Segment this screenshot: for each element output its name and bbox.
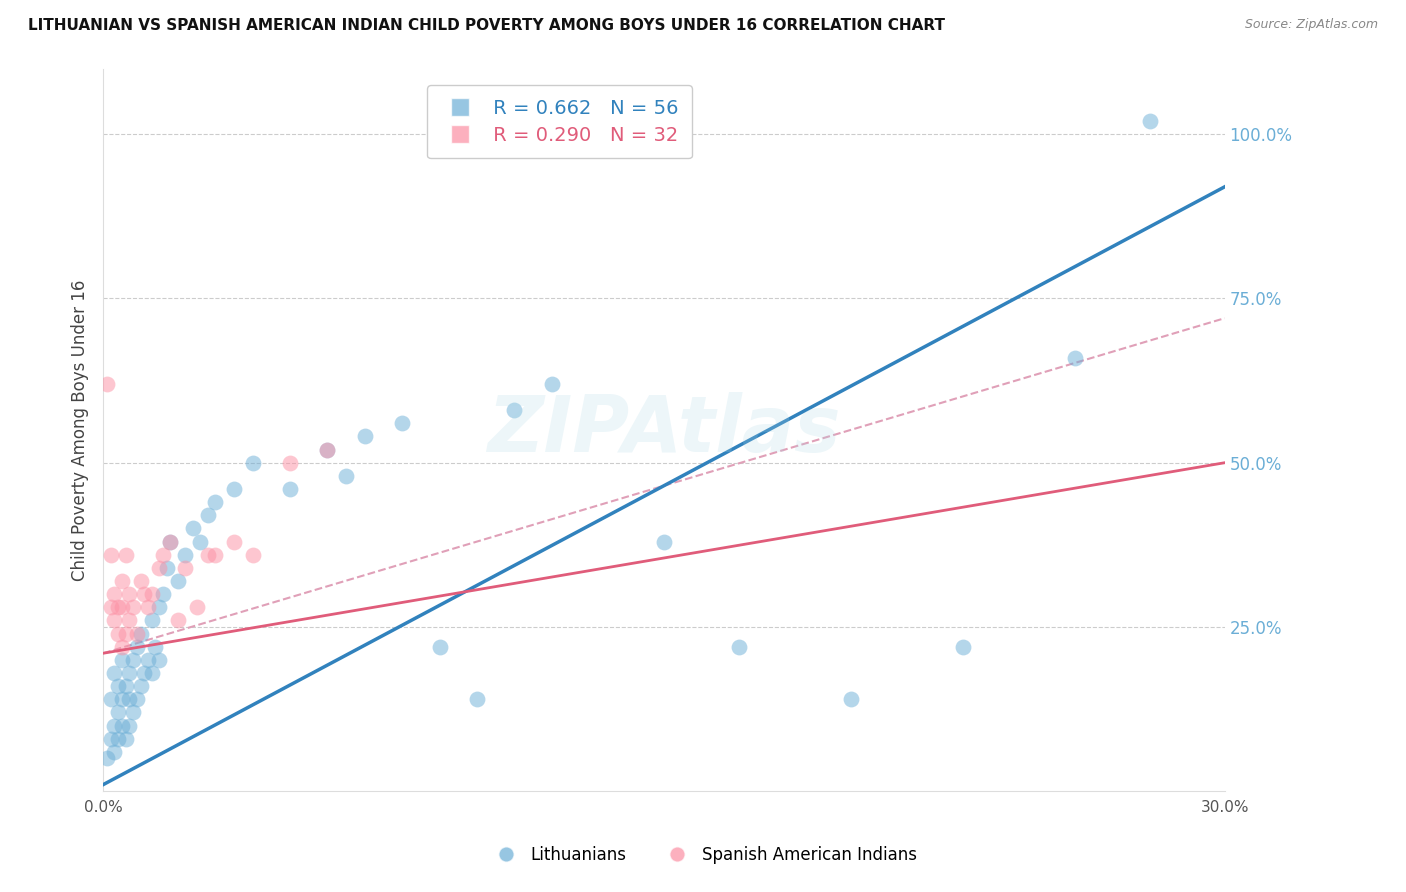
- Point: [148, 561, 170, 575]
- Point: [141, 665, 163, 680]
- Point: [148, 600, 170, 615]
- Point: [129, 679, 152, 693]
- Text: LITHUANIAN VS SPANISH AMERICAN INDIAN CHILD POVERTY AMONG BOYS UNDER 16 CORRELAT: LITHUANIAN VS SPANISH AMERICAN INDIAN CH…: [28, 18, 945, 33]
- Point: [107, 706, 129, 720]
- Point: [114, 626, 136, 640]
- Point: [103, 614, 125, 628]
- Point: [141, 614, 163, 628]
- Point: [148, 653, 170, 667]
- Point: [188, 534, 211, 549]
- Point: [242, 548, 264, 562]
- Point: [145, 640, 167, 654]
- Point: [1064, 351, 1087, 365]
- Point: [465, 692, 488, 706]
- Point: [136, 653, 159, 667]
- Point: [118, 665, 141, 680]
- Point: [111, 574, 134, 588]
- Point: [167, 614, 190, 628]
- Point: [118, 692, 141, 706]
- Point: [103, 587, 125, 601]
- Point: [125, 692, 148, 706]
- Point: [111, 692, 134, 706]
- Point: [1139, 114, 1161, 128]
- Point: [122, 600, 145, 615]
- Point: [129, 574, 152, 588]
- Point: [335, 468, 357, 483]
- Point: [278, 482, 301, 496]
- Point: [159, 534, 181, 549]
- Point: [100, 731, 122, 746]
- Point: [107, 626, 129, 640]
- Point: [111, 600, 134, 615]
- Point: [118, 587, 141, 601]
- Point: [96, 376, 118, 391]
- Point: [107, 731, 129, 746]
- Point: [107, 600, 129, 615]
- Point: [96, 751, 118, 765]
- Point: [181, 521, 204, 535]
- Point: [222, 534, 245, 549]
- Point: [107, 679, 129, 693]
- Point: [111, 640, 134, 654]
- Point: [122, 706, 145, 720]
- Point: [204, 495, 226, 509]
- Point: [727, 640, 749, 654]
- Point: [134, 665, 156, 680]
- Text: ZIPAtlas: ZIPAtlas: [486, 392, 841, 468]
- Point: [103, 665, 125, 680]
- Legend: Lithuanians, Spanish American Indians: Lithuanians, Spanish American Indians: [482, 839, 924, 871]
- Point: [174, 548, 197, 562]
- Point: [197, 508, 219, 523]
- Point: [136, 600, 159, 615]
- Point: [316, 442, 339, 457]
- Point: [186, 600, 208, 615]
- Point: [167, 574, 190, 588]
- Point: [141, 587, 163, 601]
- Point: [540, 376, 562, 391]
- Point: [152, 587, 174, 601]
- Point: [100, 548, 122, 562]
- Point: [103, 718, 125, 732]
- Point: [204, 548, 226, 562]
- Point: [125, 640, 148, 654]
- Point: [222, 482, 245, 496]
- Point: [242, 456, 264, 470]
- Point: [429, 640, 451, 654]
- Point: [114, 548, 136, 562]
- Point: [652, 534, 675, 549]
- Point: [152, 548, 174, 562]
- Point: [353, 429, 375, 443]
- Point: [159, 534, 181, 549]
- Point: [129, 626, 152, 640]
- Point: [316, 442, 339, 457]
- Y-axis label: Child Poverty Among Boys Under 16: Child Poverty Among Boys Under 16: [72, 279, 89, 581]
- Point: [839, 692, 862, 706]
- Point: [111, 718, 134, 732]
- Point: [503, 403, 526, 417]
- Point: [100, 692, 122, 706]
- Point: [174, 561, 197, 575]
- Point: [100, 600, 122, 615]
- Point: [952, 640, 974, 654]
- Point: [125, 626, 148, 640]
- Point: [114, 731, 136, 746]
- Point: [118, 614, 141, 628]
- Point: [156, 561, 179, 575]
- Point: [111, 653, 134, 667]
- Point: [278, 456, 301, 470]
- Legend:  R = 0.662   N = 56,  R = 0.290   N = 32: R = 0.662 N = 56, R = 0.290 N = 32: [427, 86, 692, 159]
- Point: [391, 417, 413, 431]
- Text: Source: ZipAtlas.com: Source: ZipAtlas.com: [1244, 18, 1378, 31]
- Point: [122, 653, 145, 667]
- Point: [114, 679, 136, 693]
- Point: [197, 548, 219, 562]
- Point: [134, 587, 156, 601]
- Point: [103, 745, 125, 759]
- Point: [118, 718, 141, 732]
